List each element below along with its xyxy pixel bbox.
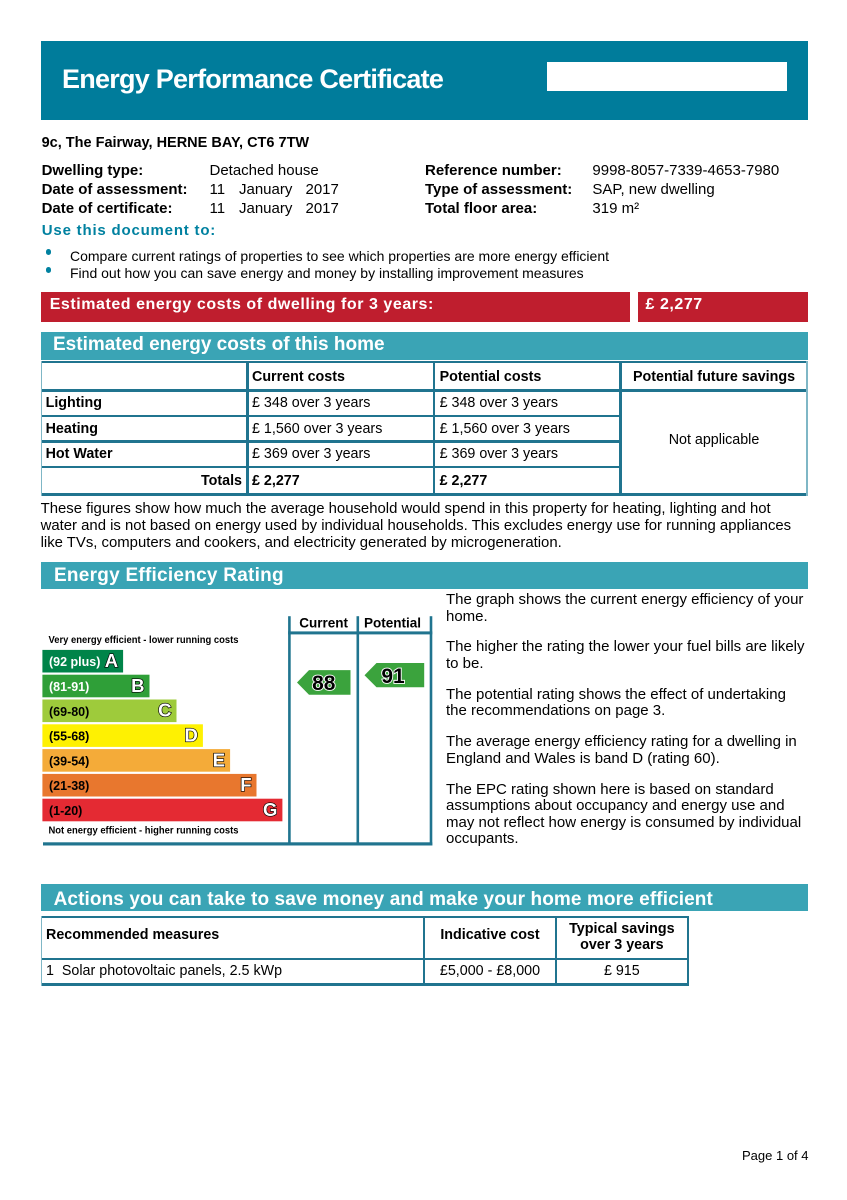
svg-text:(39-54): (39-54): [49, 754, 89, 768]
svg-text:(69-80): (69-80): [49, 705, 89, 719]
svg-text:Not energy efficient - higher: Not energy efficient - higher running co…: [49, 824, 239, 836]
svg-text:(1-20): (1-20): [49, 804, 82, 818]
svg-text:(21-38): (21-38): [49, 779, 89, 793]
svg-text:D: D: [185, 725, 198, 746]
svg-text:F: F: [240, 774, 251, 795]
svg-text:(81-91): (81-91): [49, 680, 89, 694]
svg-text:Very energy efficient - lower: Very energy efficient - lower running co…: [49, 634, 239, 646]
svg-text:B: B: [131, 675, 144, 696]
svg-text:G: G: [263, 799, 277, 820]
svg-text:88: 88: [312, 672, 336, 695]
svg-text:Potential: Potential: [364, 616, 421, 631]
svg-text:E: E: [213, 749, 225, 770]
svg-text:A: A: [105, 650, 118, 671]
svg-text:(55-68): (55-68): [49, 730, 89, 744]
svg-text:C: C: [158, 700, 171, 721]
svg-text:Current: Current: [299, 616, 348, 631]
svg-text:91: 91: [381, 665, 405, 688]
svg-text:(92 plus): (92 plus): [49, 655, 100, 669]
